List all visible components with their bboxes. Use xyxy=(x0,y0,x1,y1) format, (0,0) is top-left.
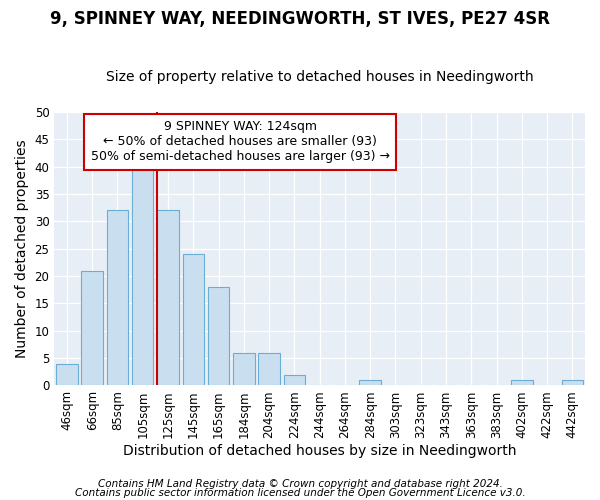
Bar xyxy=(208,287,229,386)
Text: Contains public sector information licensed under the Open Government Licence v3: Contains public sector information licen… xyxy=(74,488,526,498)
Text: 9, SPINNEY WAY, NEEDINGWORTH, ST IVES, PE27 4SR: 9, SPINNEY WAY, NEEDINGWORTH, ST IVES, P… xyxy=(50,10,550,28)
Title: Size of property relative to detached houses in Needingworth: Size of property relative to detached ho… xyxy=(106,70,533,85)
Bar xyxy=(132,166,154,386)
Y-axis label: Number of detached properties: Number of detached properties xyxy=(15,140,29,358)
Bar xyxy=(82,270,103,386)
Bar xyxy=(284,374,305,386)
Text: Contains HM Land Registry data © Crown copyright and database right 2024.: Contains HM Land Registry data © Crown c… xyxy=(98,479,502,489)
X-axis label: Distribution of detached houses by size in Needingworth: Distribution of detached houses by size … xyxy=(123,444,517,458)
Bar xyxy=(359,380,381,386)
Bar xyxy=(233,352,254,386)
Bar xyxy=(107,210,128,386)
Text: 9 SPINNEY WAY: 124sqm
← 50% of detached houses are smaller (93)
50% of semi-deta: 9 SPINNEY WAY: 124sqm ← 50% of detached … xyxy=(91,120,389,164)
Bar xyxy=(562,380,583,386)
Bar xyxy=(182,254,204,386)
Bar xyxy=(511,380,533,386)
Bar xyxy=(259,352,280,386)
Bar xyxy=(56,364,77,386)
Bar xyxy=(157,210,179,386)
